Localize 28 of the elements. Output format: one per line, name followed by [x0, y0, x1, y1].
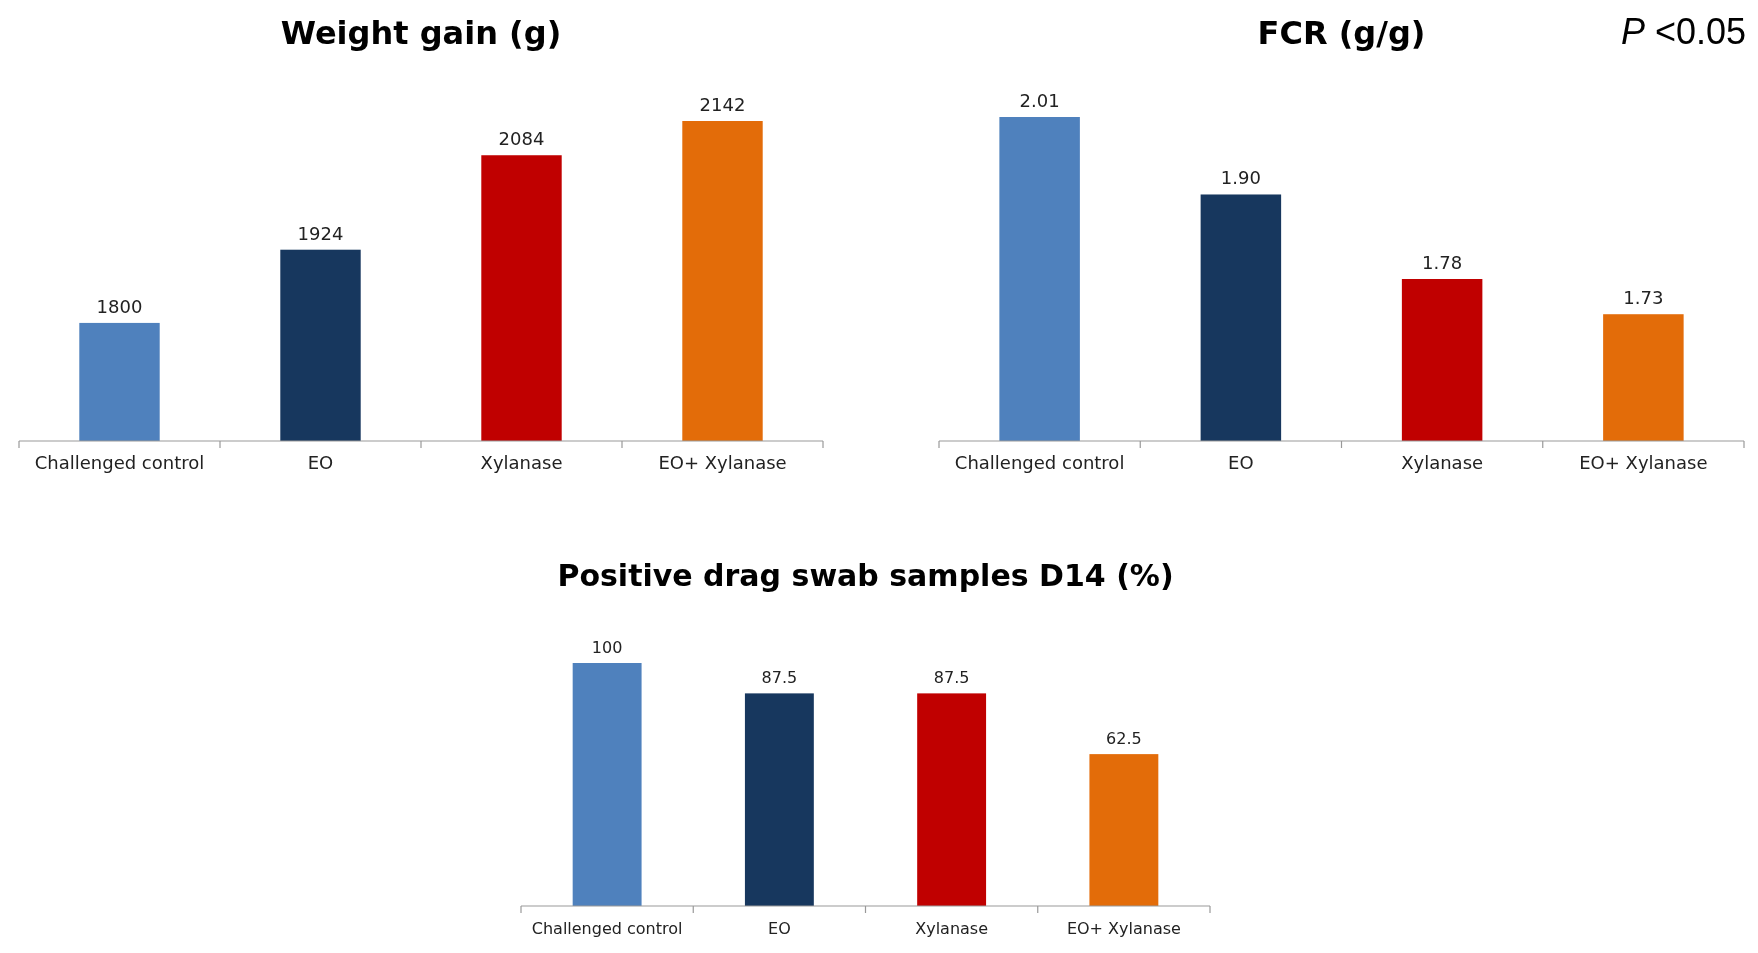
data-label: 62.5 [1106, 729, 1142, 749]
text: P <0.05 [1620, 11, 1746, 52]
x-tick-label: Challenged control [531, 919, 683, 938]
x-tick-label: EO+ Xylanase [1579, 452, 1708, 473]
data-label: 87.5 [761, 668, 798, 688]
chart-title: FCR (g/g) [1257, 14, 1426, 52]
data-label: 2084 [498, 128, 545, 150]
data-label: 100 [591, 638, 623, 657]
data-label: 1.73 [1623, 287, 1664, 309]
data-label: 1924 [297, 222, 344, 244]
data-label: 1800 [96, 295, 143, 317]
data-label: 2142 [699, 94, 746, 115]
chart-title: Positive drag swab samples D14 (%) [557, 558, 1174, 593]
data-label: 2.01 [1019, 90, 1060, 111]
x-tick-label: Xylanase [1401, 452, 1484, 473]
x-tick-label: Challenged control [954, 452, 1125, 473]
x-tick-label: Challenged control [34, 452, 205, 473]
chart-title: Weight gain (g) [280, 14, 562, 52]
x-tick-label: EO [307, 452, 334, 473]
data-label: 87.5 [933, 668, 970, 688]
x-tick-label: EO [768, 919, 791, 938]
x-tick-label: EO [1228, 452, 1254, 473]
x-tick-label: EO+ Xylanase [1066, 919, 1181, 938]
x-tick-label: Xylanase [480, 452, 563, 473]
data-label: 1.78 [1422, 252, 1463, 273]
data-label: 1.90 [1220, 167, 1261, 189]
x-tick-label: EO+ Xylanase [658, 452, 787, 473]
x-tick-label: Xylanase [915, 919, 989, 938]
